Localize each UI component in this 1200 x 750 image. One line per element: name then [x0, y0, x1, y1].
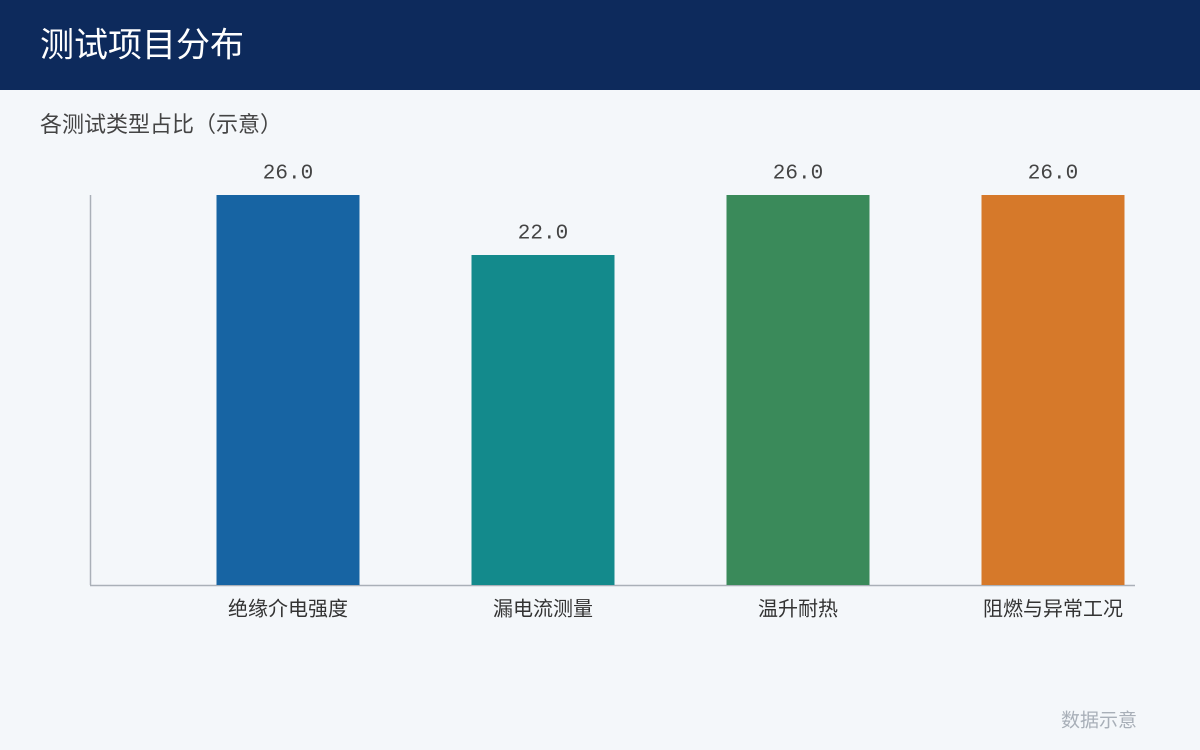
value-label: 26.0: [773, 163, 823, 186]
x-tick-label: 温升耐热: [758, 597, 838, 621]
value-label: 22.0: [518, 223, 568, 246]
bar: [216, 195, 360, 585]
note: 数据示意: [1061, 710, 1137, 732]
header-bar: [0, 0, 1200, 90]
chart-title: 测试项目分布: [40, 26, 244, 66]
bar: [726, 195, 870, 585]
bar: [981, 195, 1125, 585]
value-label: 26.0: [1028, 163, 1078, 186]
chart-subtitle: 各测试类型占比（示意）: [40, 113, 282, 138]
x-tick-label: 漏电流测量: [493, 597, 593, 621]
bar: [471, 255, 615, 585]
x-tick-label: 阻燃与异常工况: [983, 597, 1123, 621]
x-tick-label: 绝缘介电强度: [228, 597, 348, 621]
value-label: 26.0: [263, 163, 313, 186]
